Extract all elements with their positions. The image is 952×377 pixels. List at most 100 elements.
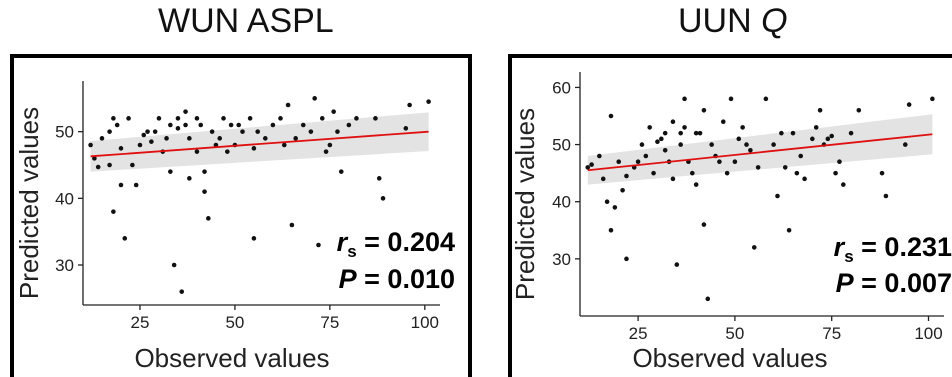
y-axis-title: Predicted values [510, 108, 540, 300]
data-point [930, 96, 935, 102]
data-point [751, 245, 757, 250]
stat-pvalue: P = 0.010 [339, 264, 455, 294]
data-point [856, 107, 862, 113]
data-point [312, 96, 317, 101]
data-point [118, 182, 124, 188]
data-point [736, 136, 742, 142]
data-point [111, 209, 116, 214]
data-point [187, 176, 192, 181]
data-point [126, 116, 131, 121]
data-point [278, 116, 283, 121]
data-point [209, 129, 215, 134]
data-point [262, 136, 268, 141]
panel-frame-right [508, 54, 952, 377]
data-point [779, 130, 784, 136]
data-point [92, 156, 97, 161]
data-point [228, 122, 234, 128]
data-point [748, 147, 753, 153]
data-point [308, 129, 314, 134]
x-tick-label: 25 [131, 313, 150, 332]
data-point [608, 227, 614, 233]
x-tick-label: 100 [914, 324, 942, 343]
data-point [833, 170, 838, 176]
data-point [407, 102, 412, 108]
data-point [802, 176, 807, 182]
x-tick-label: 75 [320, 313, 339, 332]
data-point [585, 165, 591, 170]
data-point [612, 205, 618, 210]
data-point [817, 107, 823, 113]
x-tick-label: 50 [225, 313, 244, 332]
data-point [643, 153, 649, 159]
data-point [194, 149, 200, 154]
data-point [635, 159, 641, 165]
data-point [771, 142, 776, 147]
data-point [331, 109, 336, 114]
data-point [616, 159, 622, 165]
data-point [175, 126, 181, 131]
data-point [319, 116, 325, 121]
data-point [168, 122, 173, 128]
data-point [740, 125, 745, 130]
data-point [662, 130, 668, 136]
data-point [837, 159, 842, 165]
data-point [906, 102, 912, 107]
data-point [608, 113, 614, 119]
data-point [323, 149, 329, 154]
data-point [620, 187, 625, 193]
data-point [829, 133, 835, 139]
y-tick-label: 30 [55, 256, 74, 275]
data-point [647, 125, 653, 130]
data-point [794, 170, 800, 176]
trend-line [90, 130, 429, 158]
data-point [285, 102, 291, 108]
data-point [206, 216, 211, 221]
data-point [240, 129, 245, 134]
data-point [744, 142, 749, 147]
x-tick-label: 25 [629, 324, 648, 343]
data-point [225, 149, 230, 154]
confidence-band [587, 114, 933, 185]
data-point [95, 164, 101, 170]
data-point [175, 116, 181, 121]
data-point [662, 147, 668, 153]
data-point [133, 182, 139, 188]
data-point [251, 236, 257, 241]
data-point [187, 136, 192, 141]
data-point [825, 136, 831, 142]
x-tick-label: 100 [411, 313, 439, 332]
data-point [782, 165, 788, 170]
stat-pvalue: P = 0.007 [836, 268, 952, 298]
data-point [88, 142, 93, 148]
y-tick-label: 40 [55, 189, 74, 208]
data-point [720, 119, 726, 125]
x-tick-label: 75 [822, 324, 841, 343]
data-point [141, 132, 147, 138]
data-point [403, 126, 409, 131]
data-point [198, 122, 204, 128]
data-point [107, 162, 112, 168]
data-point [316, 242, 321, 248]
data-point [798, 153, 804, 159]
data-point [670, 176, 676, 182]
data-point [426, 99, 431, 104]
data-point [693, 130, 699, 136]
data-point [327, 142, 333, 148]
data-point [118, 146, 124, 151]
data-point [202, 189, 207, 194]
data-point [152, 129, 158, 134]
data-point [376, 176, 382, 181]
data-point [380, 196, 386, 201]
data-point [373, 116, 378, 121]
data-point [678, 130, 683, 136]
data-point [168, 169, 173, 174]
data-point [247, 116, 253, 121]
data-point [145, 129, 150, 134]
data-point [114, 122, 120, 128]
data-point [604, 199, 610, 205]
data-point [651, 170, 656, 176]
data-point [137, 142, 143, 148]
data-point [270, 122, 276, 128]
y-axis-title: Predicted values [14, 107, 44, 299]
data-point [597, 153, 602, 159]
